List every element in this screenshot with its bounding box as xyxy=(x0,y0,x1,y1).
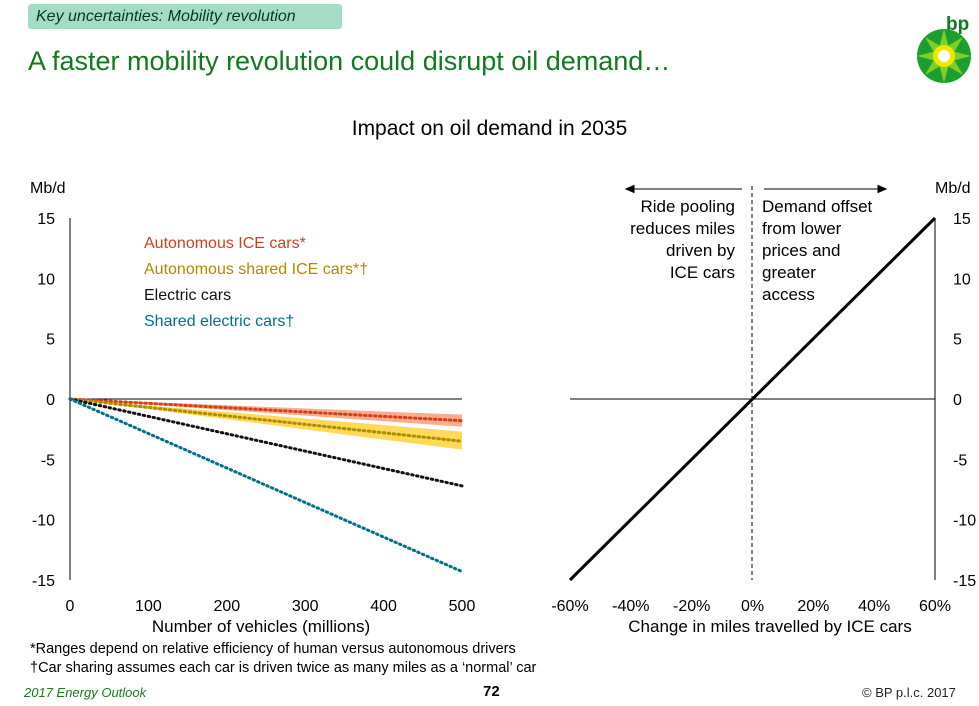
series-band-1 xyxy=(70,399,462,450)
right-x-tick-label: 20% xyxy=(797,598,829,615)
left-y-tick-label: 10 xyxy=(37,271,55,288)
series-line-0 xyxy=(68,397,464,423)
right-y-unit: Mb/d xyxy=(935,180,971,197)
left-x-tick-label: 500 xyxy=(449,598,476,615)
left-y-tick-label: -15 xyxy=(32,573,55,590)
chart-title: Impact on oil demand in 2035 xyxy=(351,117,628,140)
left-x-tick-label: 300 xyxy=(292,598,319,615)
left-arrow xyxy=(624,184,742,194)
left-x-tick-label: 200 xyxy=(213,598,240,615)
right-y-tick-label: -10 xyxy=(953,513,976,530)
footnote-ranges: *Ranges depend on relative efficiency of… xyxy=(30,641,516,657)
left-x-axis-title: Number of vehicles (millions) xyxy=(152,617,370,636)
right-x-tick-label: 0% xyxy=(741,598,764,615)
series-line-1 xyxy=(68,397,464,443)
right-y-tick-label: 5 xyxy=(953,332,962,349)
left-y-tick-label: -5 xyxy=(41,452,55,469)
annotation-left-line: driven by xyxy=(666,241,735,260)
right-y-tick-label: 15 xyxy=(953,211,971,228)
annotation-right-line: access xyxy=(762,285,815,304)
footnote-car-sharing: †Car sharing assumes each car is driven … xyxy=(30,660,537,676)
page-number: 72 xyxy=(483,683,500,700)
right-x-axis-title: Change in miles travelled by ICE cars xyxy=(628,617,911,636)
annotation-left-line: Ride pooling xyxy=(640,197,735,216)
bp-logo: bp xyxy=(917,14,971,83)
legend-label-0: Autonomous ICE cars* xyxy=(144,235,306,252)
legend-label-3: Shared electric cars† xyxy=(144,313,294,330)
footer-source: 2017 Energy Outlook xyxy=(24,685,147,700)
bp-logo-text: bp xyxy=(946,14,969,35)
right-y-tick-label: 0 xyxy=(953,392,962,409)
right-x-tick-label: -40% xyxy=(612,598,649,615)
right-y-tick-label: -5 xyxy=(953,452,967,469)
section-tag: Key uncertainties: Mobility revolution xyxy=(28,4,342,29)
annotation-left-line: reduces miles xyxy=(630,219,735,238)
copyright: © BP p.l.c. 2017 xyxy=(862,685,956,700)
annotation-right-line: Demand offset xyxy=(762,197,873,216)
right-y-tick-label: 10 xyxy=(953,271,971,288)
left-y-tick-label: 5 xyxy=(46,332,55,349)
legend-label-1: Autonomous shared ICE cars*† xyxy=(144,261,368,278)
right-series-line xyxy=(568,216,937,582)
left-y-unit: Mb/d xyxy=(30,180,66,197)
right-x-tick-label: 40% xyxy=(858,598,890,615)
annotation-left-line: ICE cars xyxy=(670,263,735,282)
right-x-tick-label: -60% xyxy=(551,598,588,615)
right-chart: Mb/d Change in miles travelled by ICE ca… xyxy=(551,180,976,636)
legend-label-2: Electric cars xyxy=(144,287,231,304)
series-line-2 xyxy=(68,397,464,488)
annotation-right-line: greater xyxy=(762,263,816,282)
left-y-tick-label: 15 xyxy=(37,211,55,228)
left-x-tick-label: 100 xyxy=(135,598,162,615)
annotation-right-line: from lower xyxy=(762,219,842,238)
right-y-tick-label: -15 xyxy=(953,573,976,590)
annotation-right-line: prices and xyxy=(762,241,840,260)
series-line-3 xyxy=(68,397,464,574)
page-headline: A faster mobility revolution could disru… xyxy=(28,46,671,76)
left-y-tick-label: 0 xyxy=(46,392,55,409)
right-x-tick-label: -20% xyxy=(673,598,710,615)
left-y-tick-label: -10 xyxy=(32,513,55,530)
right-x-tick-label: 60% xyxy=(919,598,951,615)
left-x-tick-label: 0 xyxy=(66,598,75,615)
series-band-0 xyxy=(70,399,462,427)
right-arrow xyxy=(764,184,888,194)
left-chart: Mb/d Number of vehicles (millions) 15 10 5… xyxy=(30,180,475,636)
left-x-tick-label: 400 xyxy=(370,598,397,615)
